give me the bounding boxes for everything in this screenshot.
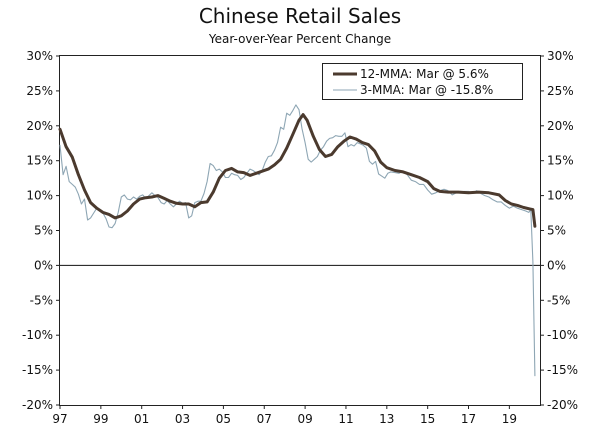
y-tick-label-right: -15%: [547, 363, 578, 377]
y-tick-label: -5%: [30, 293, 53, 307]
y-tick-label-right: -10%: [547, 328, 578, 342]
y-tick-label-right: 30%: [547, 49, 574, 63]
y-tick-label: -10%: [22, 328, 53, 342]
legend: 12-MMA: Mar @ 5.6% 3-MMA: Mar @ -15.8%: [322, 63, 523, 100]
y-tick-label: 0%: [34, 258, 53, 272]
series-layer: [58, 104, 537, 377]
x-tick-label: 01: [134, 412, 149, 426]
x-tick-label: 19: [502, 412, 517, 426]
y-tick-label-right: -20%: [547, 398, 578, 412]
y-tick-label: 15%: [26, 154, 53, 168]
x-tick-label: 11: [338, 412, 353, 426]
y-tick-label: 20%: [26, 119, 53, 133]
y-tick-label-right: 25%: [547, 84, 574, 98]
legend-label-12mma: 12-MMA: Mar @ 5.6%: [360, 67, 489, 81]
x-tick-label: 07: [257, 412, 272, 426]
plot-frame: [59, 55, 541, 406]
y-tick-label: 25%: [26, 84, 53, 98]
y-tick-label: 10%: [26, 189, 53, 203]
x-tick-label: 17: [461, 412, 476, 426]
x-axis: 97 99 01 03 05 07 09 11 13 15 17 19: [52, 405, 517, 426]
x-tick-label: 13: [379, 412, 394, 426]
x-tick-label: 03: [175, 412, 190, 426]
x-tick-label: 99: [93, 412, 108, 426]
y-tick-label-right: 20%: [547, 119, 574, 133]
y-tick-label: 30%: [26, 49, 53, 63]
legend-box: [322, 63, 523, 100]
chart-subtitle: Year-over-Year Percent Change: [208, 32, 392, 46]
y-axis-right: -20% -15% -10% -5% 0% 5% 10% 15% 20% 25% 30%: [540, 49, 578, 412]
y-tick-label: -15%: [22, 363, 53, 377]
y-tick-label: 5%: [34, 224, 53, 238]
x-tick-label: 15: [420, 412, 435, 426]
legend-label-3mma: 3-MMA: Mar @ -15.8%: [360, 83, 493, 97]
y-tick-label-right: 0%: [547, 258, 566, 272]
x-tick-label: 05: [216, 412, 231, 426]
y-tick-label-right: 5%: [547, 224, 566, 238]
series-line-12mma: [58, 113, 537, 228]
chart-title: Chinese Retail Sales: [198, 4, 402, 28]
y-tick-label: -20%: [22, 398, 53, 412]
y-tick-label-right: 15%: [547, 154, 574, 168]
x-tick-label: 97: [52, 412, 67, 426]
series-line-3mma: [59, 104, 536, 377]
y-tick-label-right: -5%: [547, 293, 570, 307]
y-tick-label-right: 10%: [547, 189, 574, 203]
y-axis-left: -20% -15% -10% -5% 0% 5% 10% 15% 20% 25% 30%: [22, 49, 60, 412]
x-tick-label: 09: [297, 412, 312, 426]
